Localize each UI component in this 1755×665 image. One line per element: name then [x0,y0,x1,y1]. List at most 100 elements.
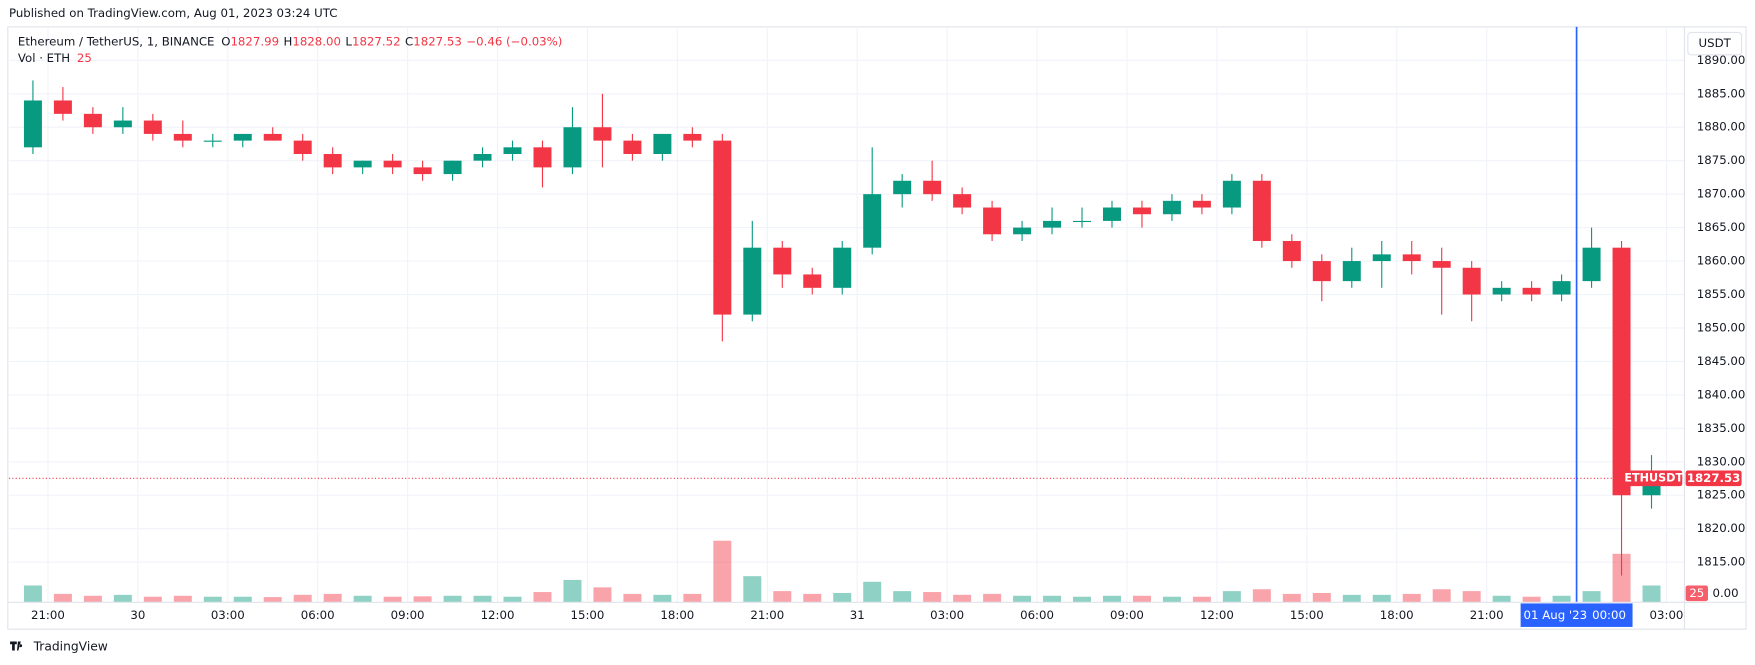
volume-bar [563,579,582,603]
volume-bar [1162,596,1181,603]
volume-bar [1612,553,1631,603]
x-tick-label: 31 [850,608,865,622]
y-tick-label: 1855.00 [1697,287,1746,301]
volume-bar [1252,589,1271,603]
volume-bar [593,587,612,603]
candle-body [923,180,942,195]
y-tick-label: 1830.00 [1697,454,1746,468]
x-tick-label: 30 [130,608,145,622]
volume-bar [803,593,822,603]
currency-label[interactable]: USDT [1699,36,1732,50]
candle-body [53,100,72,114]
x-tick-label: 15:00 [571,608,605,622]
candle-body [1492,287,1511,295]
candle-body [593,127,612,141]
symbol-tag [1625,470,1683,487]
candle-body [1043,220,1062,228]
volume-bar [203,596,222,603]
x-tick-label: 06:00 [301,608,335,622]
x-tick-label: 03:00 [211,608,245,622]
candle-body [263,133,282,141]
candle-body [1522,287,1541,295]
volume-bar [413,596,432,603]
price-tag [1685,470,1742,487]
volume-bar [653,594,672,603]
candle-body [1252,180,1271,241]
candle-body [1162,200,1181,215]
y-tick-label: 1825.00 [1697,488,1746,502]
volume-bar [443,595,462,603]
volume-bar [953,594,972,603]
currency-button[interactable] [1687,31,1743,56]
volume-bar [623,593,642,603]
volume-bar [1102,595,1121,603]
ohlc-key: H [284,34,293,48]
ohlc-value: 1827.53 [413,34,462,48]
volume-bar [683,593,702,603]
volume-bar [1312,592,1331,603]
symbol-name: Ethereum / TetherUS, 1, BINANCE [18,34,215,48]
volume-bar [923,592,942,603]
volume-bar [113,594,132,603]
footer-logo: TradingView [10,640,108,654]
candle-body [953,194,972,208]
volume-bar [353,595,372,603]
candle-body [563,127,582,168]
candle-body [143,120,162,134]
candle-body [1013,227,1032,235]
y-tick-label: 1835.00 [1697,421,1746,435]
y-tick-label: 1885.00 [1697,86,1746,100]
y-tick-label: 1845.00 [1697,354,1746,368]
volume-bar [503,596,522,603]
volume-bar [1192,596,1211,603]
y-tick-label: 1850.00 [1697,320,1746,334]
volume-bar [1432,589,1451,603]
volume-tick-label: 0.00 [1712,586,1738,600]
x-tick-label: 12:00 [481,608,515,622]
y-tick-label: 1820.00 [1697,521,1746,535]
x-tick-label: 18:00 [660,608,694,622]
volume-bar [1342,594,1361,603]
x-tick-label: 21:00 [1470,608,1504,622]
volume-bar [743,576,762,603]
change: −0.46 (−0.03%) [466,34,562,48]
x-tick-label: 09:00 [391,608,425,622]
candle-body [893,180,912,195]
x-tick-label: 15:00 [1290,608,1324,622]
volume-bar [1043,595,1062,603]
y-tick-label: 1865.00 [1697,220,1746,234]
candle-body [443,160,462,175]
volume-bar [263,597,282,603]
candle-body [1552,281,1571,295]
volume-value: 25 [77,51,92,65]
volume-bar [1132,595,1151,603]
volume-bar [1582,591,1601,603]
y-tick-label: 1860.00 [1697,254,1746,268]
volume-bar [23,585,42,603]
volume-bar [1402,593,1421,603]
volume-bar [83,595,102,603]
candle-body [203,140,222,142]
y-tick-label: 1890.00 [1697,53,1746,67]
brand: TradingView [33,640,108,654]
candle-body [1192,200,1211,208]
candle-body [83,113,102,128]
volume-tag [1685,585,1708,602]
volume-bar [1642,585,1661,603]
symbol-legend: Ethereum / TetherUS, 1, BINANCE O1827.99 H… [18,34,562,48]
ohlc-key: L [345,34,352,48]
x-tick-label: 06:00 [1020,608,1054,622]
volume-bar [293,594,312,603]
volume-bar [1222,591,1241,603]
volume-bar [713,540,732,603]
candle-body [863,194,882,248]
volume-bar [173,595,192,603]
candle-body [413,167,432,175]
volume-bar [833,592,852,603]
x-tick-label: 21:00 [31,608,65,622]
volume-bar [143,596,162,603]
candle-body [833,247,852,288]
volume-bar [473,595,492,603]
